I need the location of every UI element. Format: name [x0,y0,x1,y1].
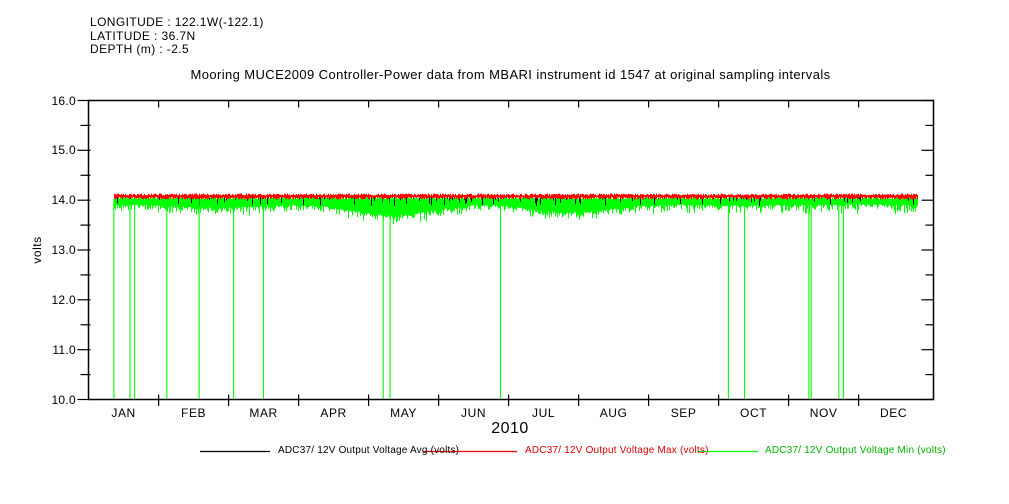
header-depth: DEPTH (m) : -2.5 [90,42,190,56]
legend-label-avg: ADC37/ 12V Output Voltage Avg (volts) [278,445,460,456]
x-month-label: AUG [599,406,628,420]
y-tick-label: 14.0 [51,193,76,208]
x-month-label: JUN [461,406,487,420]
x-month-label: FEB [181,406,207,420]
x-month-label: SEP [670,406,697,420]
header-latitude: LATITUDE : 36.7N [90,28,196,43]
y-tick-label: 15.0 [51,143,76,158]
x-month-label: DEC [880,406,908,420]
legend-label-max: ADC37/ 12V Output Voltage Max (volts) [525,445,709,456]
y-tick-label: 16.0 [51,93,76,108]
y-tick-label: 10.0 [51,392,76,407]
x-axis-year-label: 2010 [491,420,529,437]
header-longitude: LONGITUDE : 122.1W(-122.1) [90,15,264,29]
legend-label-min: ADC37/ 12V Output Voltage Min (volts) [765,445,946,456]
x-month-label: JAN [111,406,136,420]
y-tick-label: 13.0 [51,243,76,257]
x-month-label: MAR [249,406,278,420]
x-month-label: MAY [390,406,418,420]
x-month-label: APR [320,406,347,420]
x-month-label: NOV [809,406,838,420]
chart-title: Mooring MUCE2009 Controller-Power data f… [190,67,831,82]
x-month-label: JUL [532,406,556,420]
y-tick-label: 12.0 [51,292,76,307]
x-month-label: OCT [740,406,768,420]
y-tick-label: 11.0 [52,342,76,357]
